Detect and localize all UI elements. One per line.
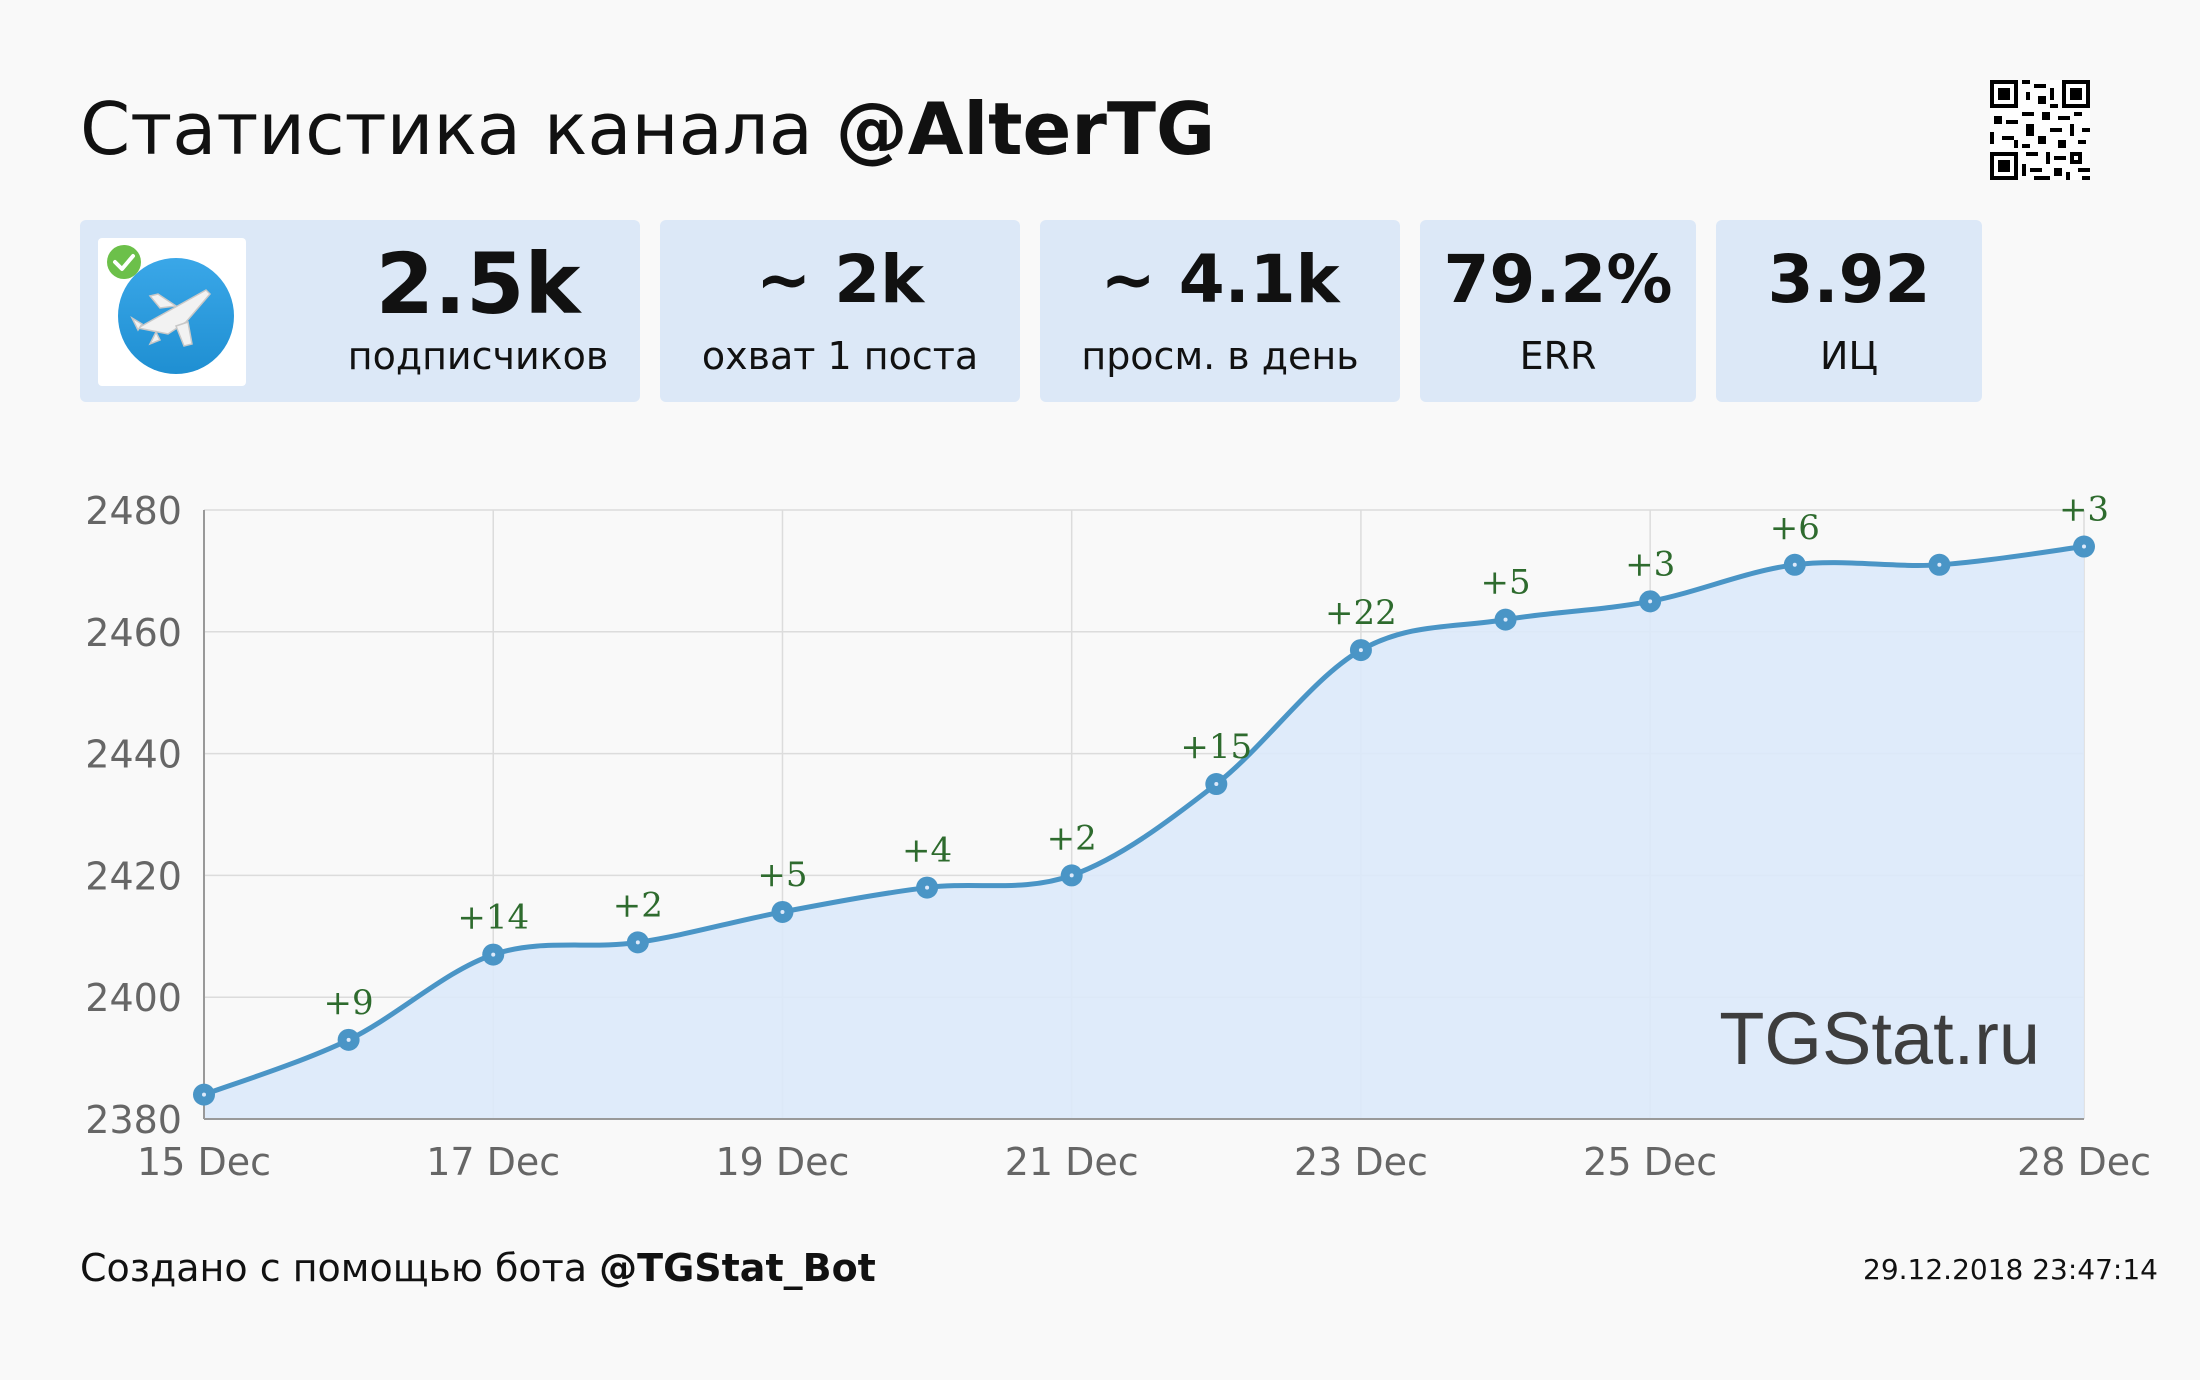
data-label: +22 xyxy=(1325,593,1397,633)
data-point-center xyxy=(780,909,785,914)
y-tick-label: 2420 xyxy=(85,854,182,898)
data-label: +9 xyxy=(324,983,374,1023)
verified-check-icon xyxy=(107,245,141,279)
chart-axes xyxy=(203,510,2084,1120)
x-tick-label: 23 Dec xyxy=(1294,1140,1428,1184)
data-point-center xyxy=(1503,617,1508,622)
data-label: +5 xyxy=(757,855,807,895)
data-points xyxy=(193,535,2095,1106)
stat-value: 79.2% xyxy=(1443,241,1673,318)
y-tick-label: 2460 xyxy=(85,611,182,655)
bot-handle[interactable]: @TGStat_Bot xyxy=(599,1246,876,1290)
x-tick-label: 21 Dec xyxy=(1005,1140,1139,1184)
data-label: +4 xyxy=(902,831,952,871)
data-label: +5 xyxy=(1480,563,1530,603)
x-tick-label: 28 Dec xyxy=(2017,1140,2151,1184)
data-point-center xyxy=(635,940,640,945)
stat-value: 2.5k xyxy=(375,235,581,333)
data-point-center xyxy=(1358,648,1363,653)
title-prefix: Статистика канала xyxy=(80,87,836,171)
y-tick-label: 2480 xyxy=(85,489,182,533)
data-label: +15 xyxy=(1180,727,1252,767)
footer-credit: Создано с помощью бота @TGStat_Bot xyxy=(80,1244,876,1292)
stat-value: ~ 4.1k xyxy=(1100,241,1340,318)
data-label: +3 xyxy=(1625,544,1675,584)
stat-label: просм. в день xyxy=(1081,334,1359,378)
data-point-center xyxy=(346,1037,351,1042)
data-label: +2 xyxy=(1047,818,1097,858)
stat-value: ~ 2k xyxy=(755,241,925,318)
data-point-center xyxy=(202,1092,206,1097)
y-tick-labels: 2380 2400 2420 2440 2460 2480 xyxy=(85,489,182,1142)
stat-label: охват 1 поста xyxy=(701,334,979,378)
data-label: +14 xyxy=(457,898,529,938)
x-tick-label: 17 Dec xyxy=(426,1140,560,1184)
reach-card: ~ 2k охват 1 поста xyxy=(660,220,1020,402)
data-label: +2 xyxy=(613,885,663,925)
data-point-center xyxy=(925,885,930,890)
x-tick-label: 19 Dec xyxy=(715,1140,849,1184)
series-line xyxy=(203,544,2085,1097)
x-tick-label: 25 Dec xyxy=(1583,1140,1717,1184)
data-point-center xyxy=(2082,544,2086,549)
qr-code-icon xyxy=(1990,80,2090,180)
data-labels: +9 +14 +2 +5 +4 +2 +15 +22 +5 +3 +6 +3 xyxy=(324,490,2110,1023)
err-card: 79.2% ERR xyxy=(1420,220,1696,402)
data-point-center xyxy=(491,952,496,957)
data-label: +3 xyxy=(2059,490,2109,530)
stat-value: 3.92 xyxy=(1767,241,1931,318)
stat-label: подписчиков xyxy=(347,334,609,378)
watermark: TGStat.ru xyxy=(1719,997,2040,1080)
channel-handle: @AlterTG xyxy=(835,87,1216,171)
y-tick-label: 2380 xyxy=(85,1098,182,1142)
data-point-center xyxy=(1648,599,1653,604)
views-card: ~ 4.1k просм. в день xyxy=(1040,220,1400,402)
stat-label: ИЦ xyxy=(1820,334,1878,378)
data-point-center xyxy=(1792,562,1797,567)
page-title: Статистика канала @AlterTG xyxy=(80,84,1215,174)
paper-plane-jet-icon xyxy=(107,245,234,374)
data-point-center xyxy=(1214,782,1219,787)
stat-label: ERR xyxy=(1519,334,1597,378)
citation-index-card: 3.92 ИЦ xyxy=(1716,220,1982,402)
y-tick-label: 2440 xyxy=(85,733,182,777)
data-label: +6 xyxy=(1770,508,1820,548)
area-fill xyxy=(204,546,2084,1119)
y-tick-label: 2400 xyxy=(85,976,182,1020)
data-point-center xyxy=(1937,562,1942,567)
subscribers-card: 2.5k подписчиков xyxy=(80,220,640,402)
data-point-center xyxy=(1069,873,1074,878)
x-tick-labels: 15 Dec 17 Dec 19 Dec 21 Dec 23 Dec 25 Dec 28 D… xyxy=(137,1140,2151,1184)
subscribers-chart: TGStat.ru +9 +14 +2 +5 +4 +2 +15 +22 +5 +3 +6 +3 23… xyxy=(85,489,2151,1184)
timestamp: 29.12.2018 23:47:14 xyxy=(1863,1253,2158,1286)
avatar xyxy=(98,238,246,386)
footer-prefix: Создано с помощью бота xyxy=(80,1246,600,1290)
x-tick-label: 15 Dec xyxy=(137,1140,271,1184)
